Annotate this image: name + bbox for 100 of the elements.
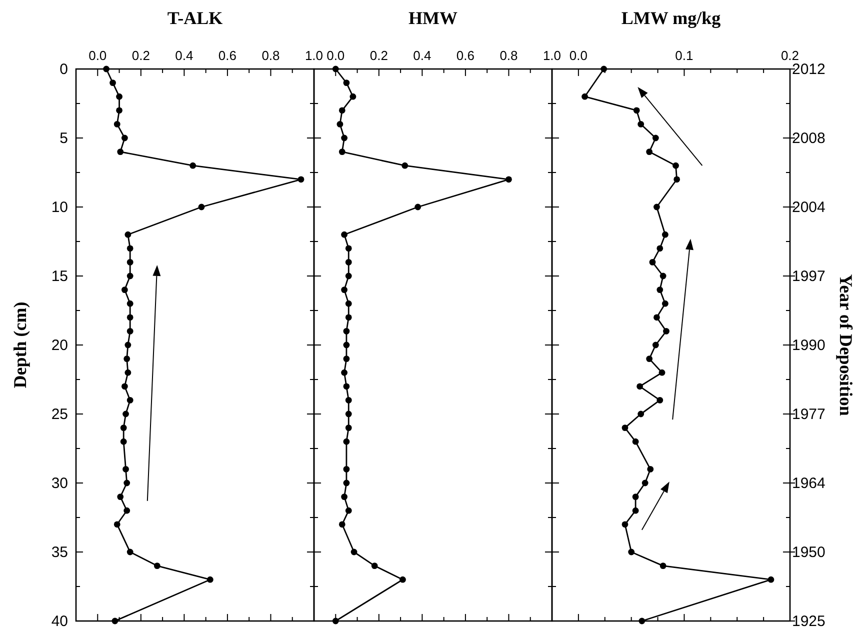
point (652, 342, 659, 348)
point (126, 548, 134, 556)
point (647, 466, 654, 472)
point (345, 410, 352, 418)
text: 2004 (792, 199, 826, 216)
point (414, 204, 422, 210)
x-tick-label: 0.8 (500, 48, 518, 63)
point (638, 410, 644, 418)
y-tick-label: 20 (51, 337, 68, 354)
point (126, 397, 134, 404)
point (343, 328, 350, 334)
x-tick-label: 0.6 (456, 48, 474, 63)
x-tick-label: 0.0 (569, 48, 588, 63)
point (345, 314, 352, 321)
point (343, 438, 350, 445)
point (345, 397, 352, 404)
point (343, 480, 350, 486)
point (632, 438, 639, 445)
point (632, 507, 639, 514)
point (332, 66, 339, 72)
point (663, 328, 670, 334)
point (656, 286, 664, 293)
point (402, 162, 408, 169)
point (121, 134, 128, 142)
point (341, 494, 348, 500)
text: 1990 (792, 337, 826, 354)
text: 1950 (792, 544, 826, 561)
point (341, 369, 348, 376)
y2-axis-title: Year of Deposition (836, 274, 856, 416)
point (638, 618, 646, 624)
text: 1964 (792, 475, 826, 492)
point (638, 121, 644, 128)
point (122, 410, 129, 418)
point (649, 259, 656, 266)
point (124, 480, 130, 486)
point (338, 107, 346, 114)
point (338, 521, 346, 528)
point (124, 231, 132, 238)
point (116, 93, 122, 100)
point (190, 162, 196, 169)
point (112, 618, 118, 624)
x-tick-label: 1.0 (304, 48, 324, 63)
point (206, 576, 214, 583)
point (400, 576, 406, 583)
point (103, 66, 110, 72)
x-tick-label: 0.8 (262, 48, 280, 63)
point (506, 176, 512, 183)
point (622, 521, 628, 528)
point (350, 548, 358, 556)
point (126, 314, 134, 321)
point (646, 356, 653, 362)
text: 2008 (792, 130, 826, 147)
y-tick-label: 15 (51, 268, 68, 285)
point (126, 259, 134, 266)
x-tick-label: 0.2 (132, 48, 150, 63)
point (632, 494, 639, 500)
point (662, 231, 668, 238)
y-tick-label: 30 (51, 475, 68, 492)
point (341, 286, 348, 293)
point (114, 521, 120, 528)
point (126, 328, 134, 334)
point (121, 286, 128, 293)
x-tick-label: 0.2 (780, 48, 800, 63)
point (371, 562, 378, 569)
point (124, 507, 130, 514)
point (341, 134, 348, 142)
point (350, 93, 356, 100)
point (154, 562, 160, 569)
point (674, 176, 680, 183)
point (343, 356, 350, 362)
point (343, 466, 350, 472)
point (343, 383, 350, 390)
point (652, 134, 659, 142)
x-tick-label: 0.4 (413, 48, 432, 63)
chart-title: HMW (408, 8, 458, 28)
point (656, 245, 664, 252)
chart-title: LMW mg/kg (621, 8, 721, 28)
point (654, 314, 660, 321)
point (658, 369, 666, 376)
point (633, 107, 640, 114)
point (110, 80, 116, 86)
x-tick-label: 1.0 (542, 48, 562, 63)
y-tick-label: 25 (51, 406, 68, 423)
x-tick-label: 0.6 (218, 48, 236, 63)
point (345, 259, 352, 266)
text: 2012 (792, 61, 826, 78)
point (672, 162, 679, 169)
point (116, 107, 122, 114)
point (642, 480, 648, 486)
point (126, 245, 134, 252)
x-tick-label: 0.2 (370, 48, 388, 63)
y-tick-label: 10 (51, 199, 68, 216)
point (660, 562, 666, 569)
point (345, 507, 352, 514)
y-tick-label: 0 (60, 61, 68, 78)
point (662, 300, 668, 307)
point (332, 618, 339, 624)
point (121, 383, 128, 390)
point (124, 356, 130, 362)
y-tick-label: 5 (60, 130, 68, 147)
